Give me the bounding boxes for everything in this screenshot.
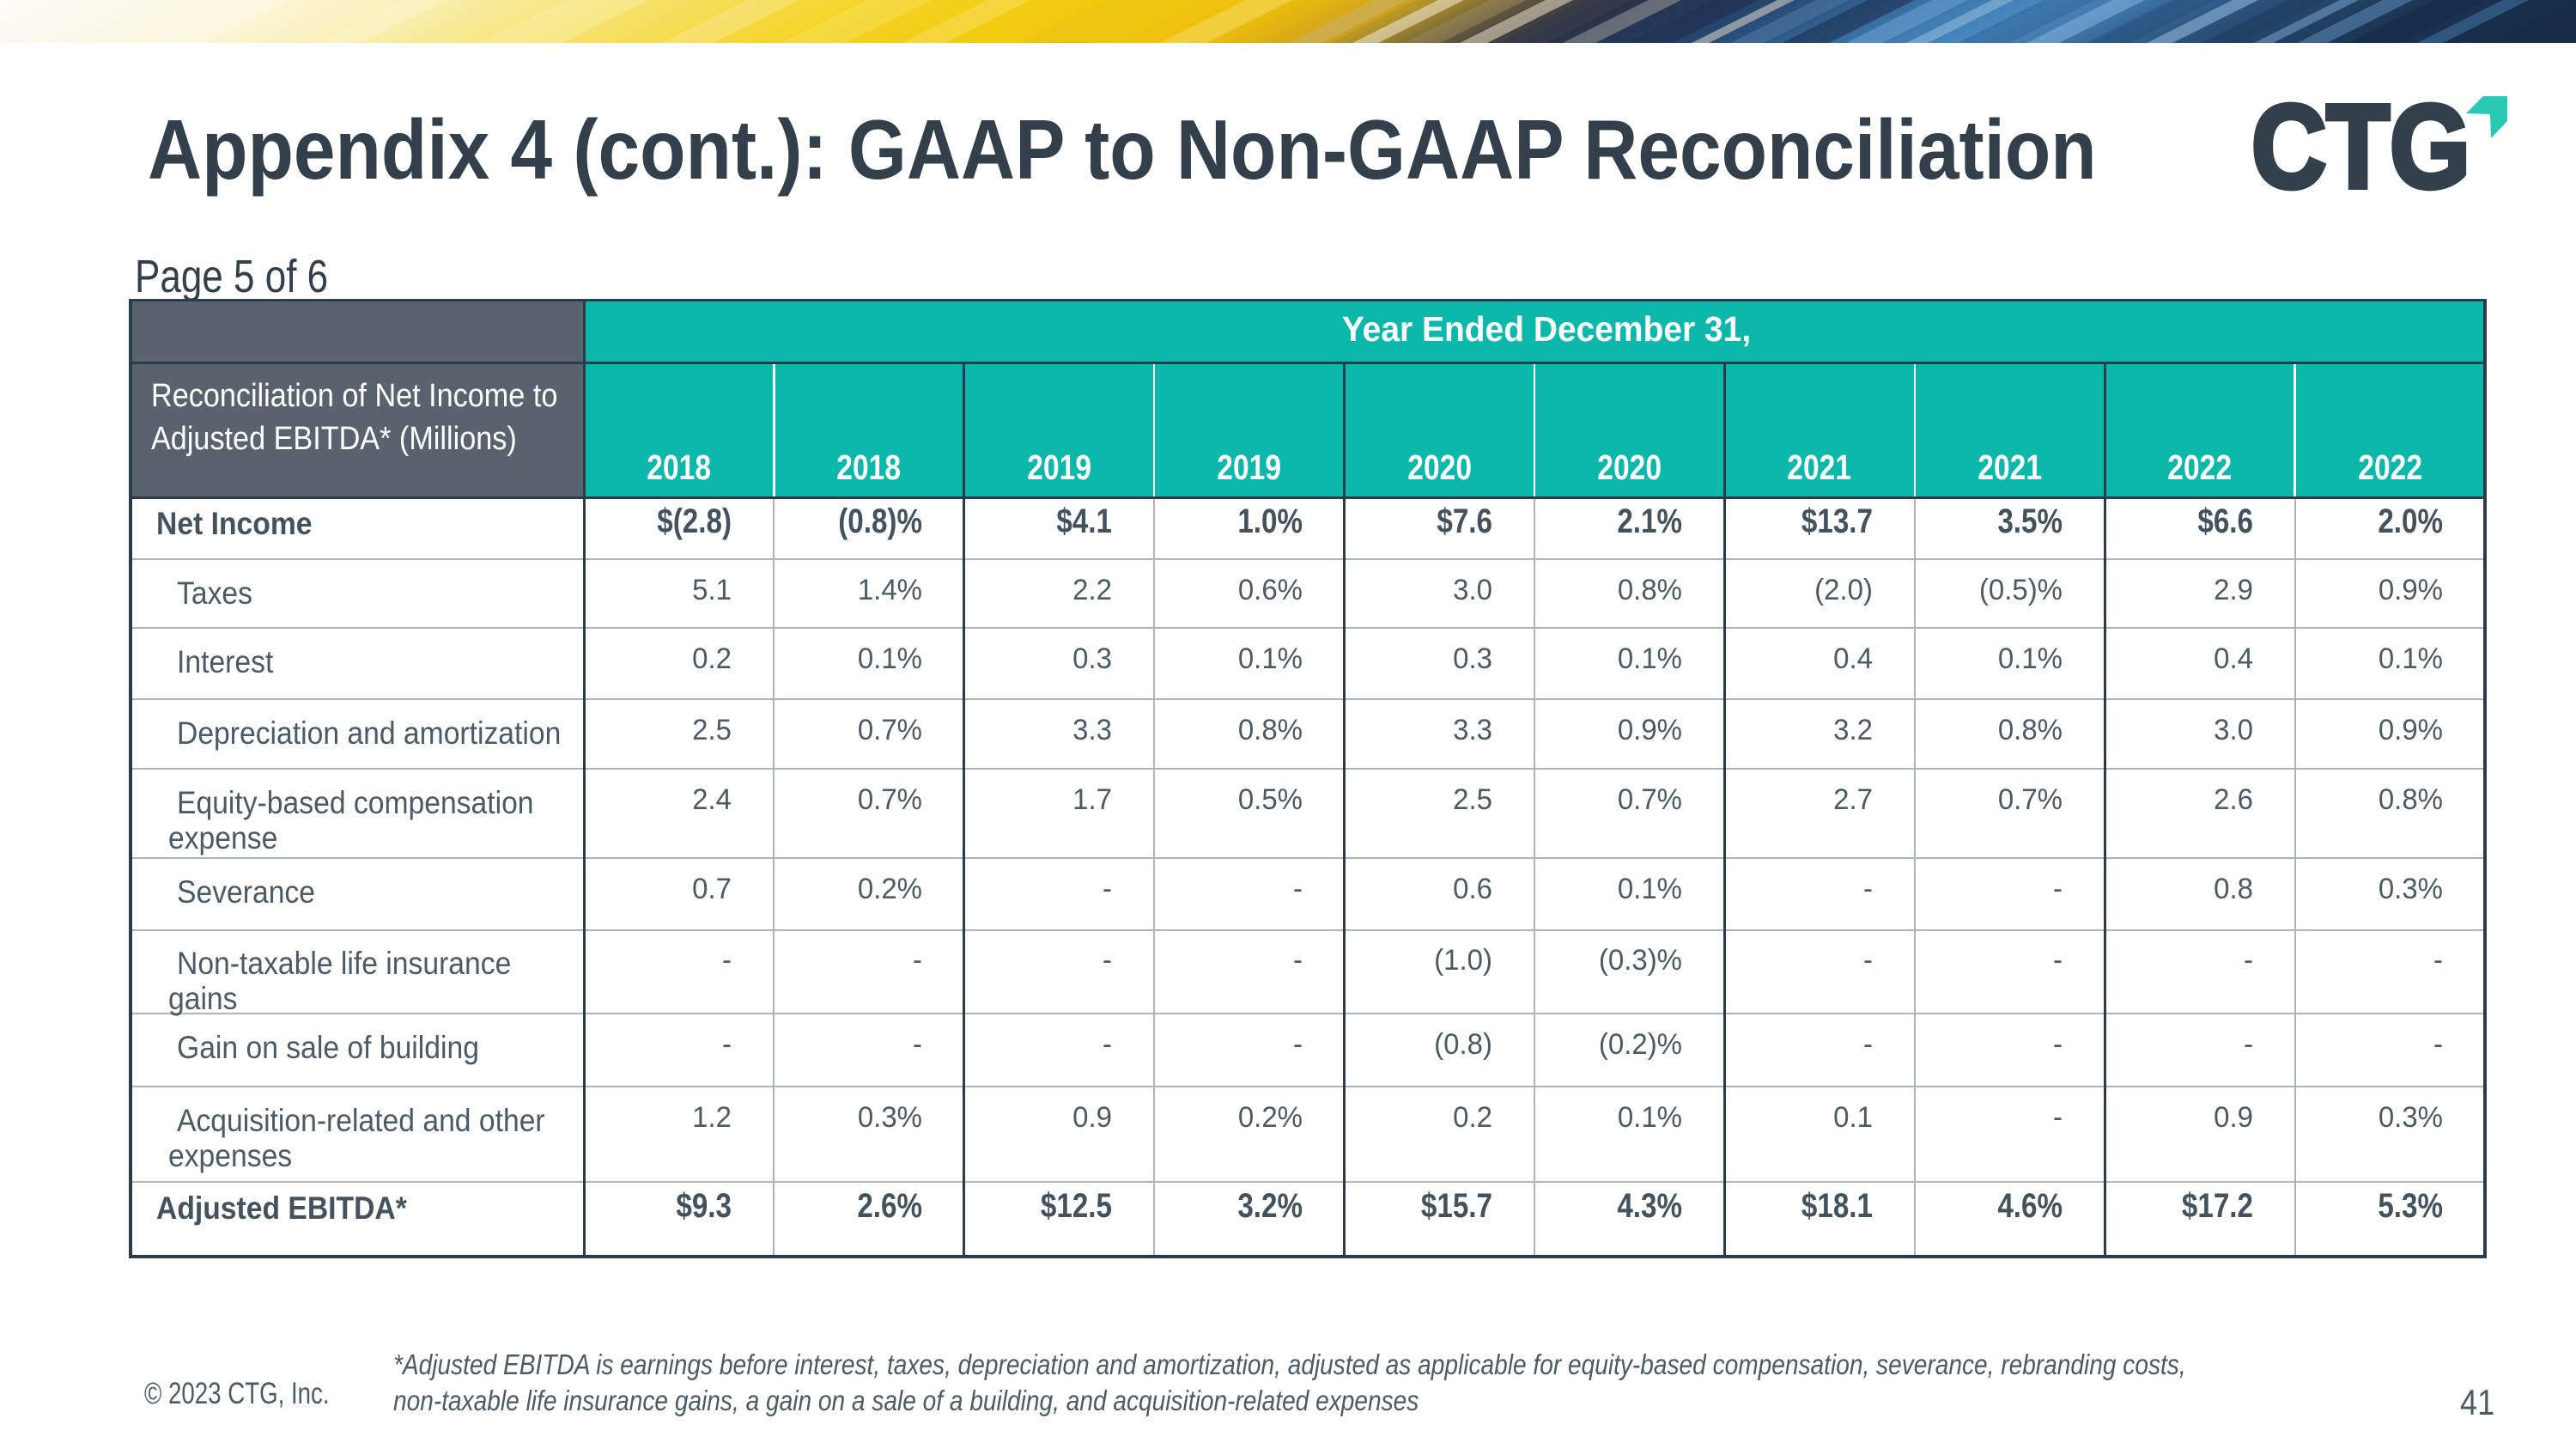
svg-text:CTG: CTG (2251, 86, 2470, 198)
